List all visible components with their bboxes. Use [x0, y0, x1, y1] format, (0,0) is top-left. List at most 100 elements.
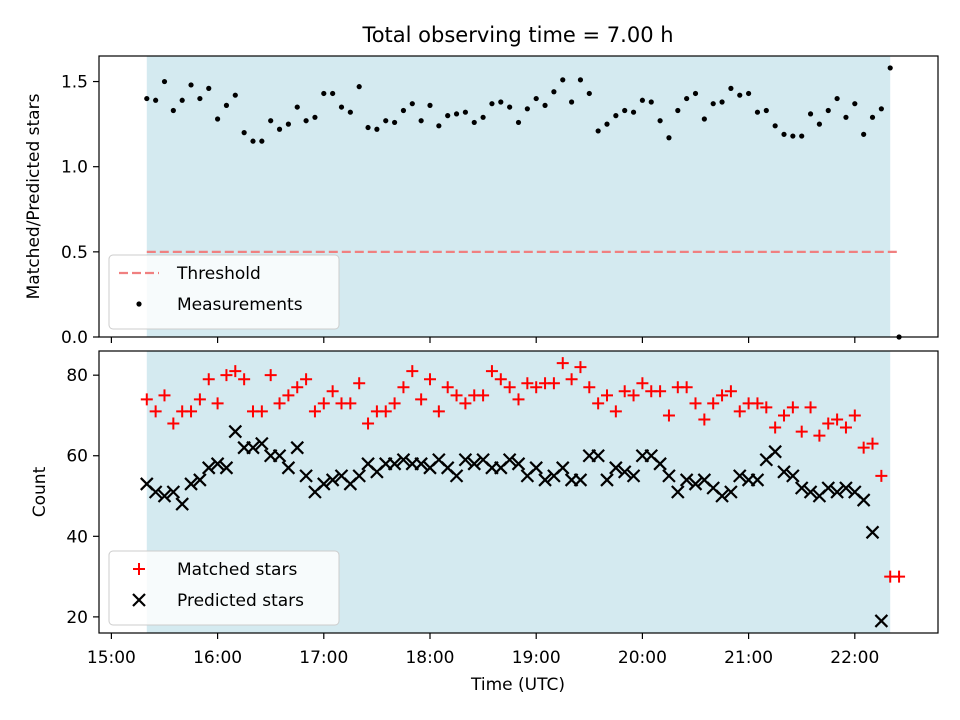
y-axis-label: Matched/Predicted stars: [24, 93, 44, 299]
data-point: [507, 104, 513, 110]
data-point: [556, 357, 569, 370]
data-point: [751, 397, 764, 410]
data-point: [282, 389, 295, 402]
data-point: [715, 489, 729, 503]
data-point: [875, 469, 888, 482]
data-point: [813, 429, 826, 442]
data-point: [856, 493, 871, 507]
data-point: [281, 461, 296, 475]
data-point: [626, 469, 641, 483]
data-point: [874, 614, 889, 628]
data-point: [551, 89, 557, 95]
data-point: [471, 119, 477, 126]
data-point: [418, 118, 424, 124]
data-point: [272, 448, 287, 463]
data-point: [338, 104, 345, 110]
legend-swatch: [132, 593, 146, 607]
data-point: [238, 373, 251, 386]
data-point: [450, 389, 463, 402]
series-measurements: [144, 65, 902, 340]
data-point: [211, 397, 224, 410]
data-point: [188, 82, 194, 88]
legend-box: [108, 254, 340, 330]
data-point: [707, 397, 720, 410]
data-point: [688, 477, 703, 491]
data-point: [618, 385, 631, 398]
x-axis-label: Time (UTC): [470, 675, 565, 695]
data-point: [848, 409, 861, 422]
data-point: [291, 381, 304, 394]
data-point: [560, 77, 566, 83]
data-point: [356, 84, 362, 90]
data-point: [887, 65, 893, 71]
data-point: [547, 377, 560, 390]
data-point: [737, 92, 743, 98]
data-point: [662, 469, 676, 483]
data-point: [397, 381, 410, 394]
data-point: [622, 107, 628, 114]
data-point: [750, 473, 765, 487]
data-point: [834, 95, 840, 102]
data-point: [569, 99, 575, 105]
data-point: [219, 461, 234, 475]
data-point: [799, 133, 805, 139]
data-point: [202, 373, 215, 386]
data-point: [321, 90, 327, 97]
data-point: [503, 381, 516, 394]
data-point: [259, 138, 265, 144]
data-point: [250, 138, 256, 144]
data-point: [763, 107, 769, 114]
data-point: [268, 118, 274, 124]
data-point: [865, 525, 880, 540]
data-point: [592, 397, 605, 410]
data-point: [701, 116, 707, 122]
data-point: [778, 409, 791, 422]
data-point: [680, 381, 693, 394]
data-point: [379, 405, 392, 418]
data-point: [733, 405, 746, 418]
data-point: [179, 97, 185, 103]
data-point: [502, 452, 517, 467]
data-point: [843, 114, 849, 120]
data-point: [161, 78, 168, 85]
y-tick-label: 1.5: [61, 73, 88, 93]
data-point: [255, 436, 269, 451]
y-tick-label: 1.0: [61, 158, 88, 178]
data-point: [325, 473, 340, 487]
data-point: [524, 106, 530, 112]
data-point: [754, 109, 761, 115]
data-point: [148, 485, 163, 499]
data-point: [480, 114, 486, 120]
data-point: [654, 385, 667, 398]
data-point: [816, 121, 823, 127]
series-predicted-stars: [140, 424, 889, 628]
data-point: [353, 377, 366, 390]
data-point: [326, 385, 339, 398]
data-point: [228, 424, 243, 439]
data-point: [804, 401, 817, 414]
data-point: [639, 97, 646, 103]
data-point: [223, 102, 230, 108]
data-point: [613, 113, 619, 119]
data-point: [317, 397, 330, 410]
data-point: [453, 111, 460, 117]
data-point: [684, 95, 690, 102]
legend-swatch: [133, 563, 145, 575]
data-point: [719, 99, 725, 105]
chart-title: Total observing time = 7.00 h: [361, 23, 673, 47]
data-point: [406, 365, 419, 378]
legend-label: Threshold: [176, 264, 261, 284]
data-point: [388, 397, 401, 410]
data-point: [300, 373, 313, 386]
data-point: [391, 119, 398, 126]
data-point: [777, 465, 791, 479]
data-point: [458, 452, 473, 467]
data-point: [604, 121, 610, 127]
data-point: [511, 457, 526, 471]
data-point: [206, 85, 212, 91]
data-point: [533, 95, 539, 102]
data-point: [498, 99, 504, 105]
y-tick-label: 0.0: [61, 328, 88, 348]
data-point: [374, 126, 380, 132]
